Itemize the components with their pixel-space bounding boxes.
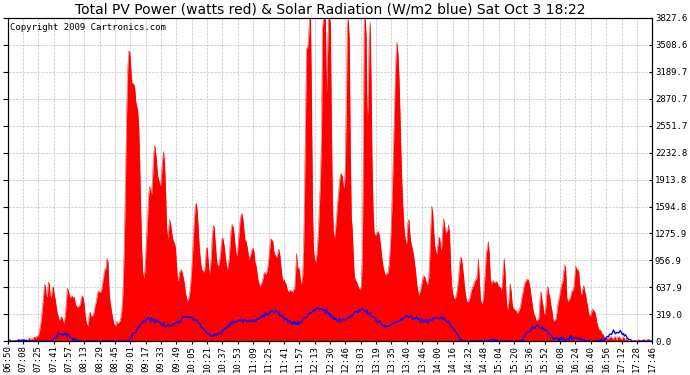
Title: Total PV Power (watts red) & Solar Radiation (W/m2 blue) Sat Oct 3 18:22: Total PV Power (watts red) & Solar Radia… (75, 3, 585, 17)
Text: Copyright 2009 Cartronics.com: Copyright 2009 Cartronics.com (10, 23, 166, 32)
